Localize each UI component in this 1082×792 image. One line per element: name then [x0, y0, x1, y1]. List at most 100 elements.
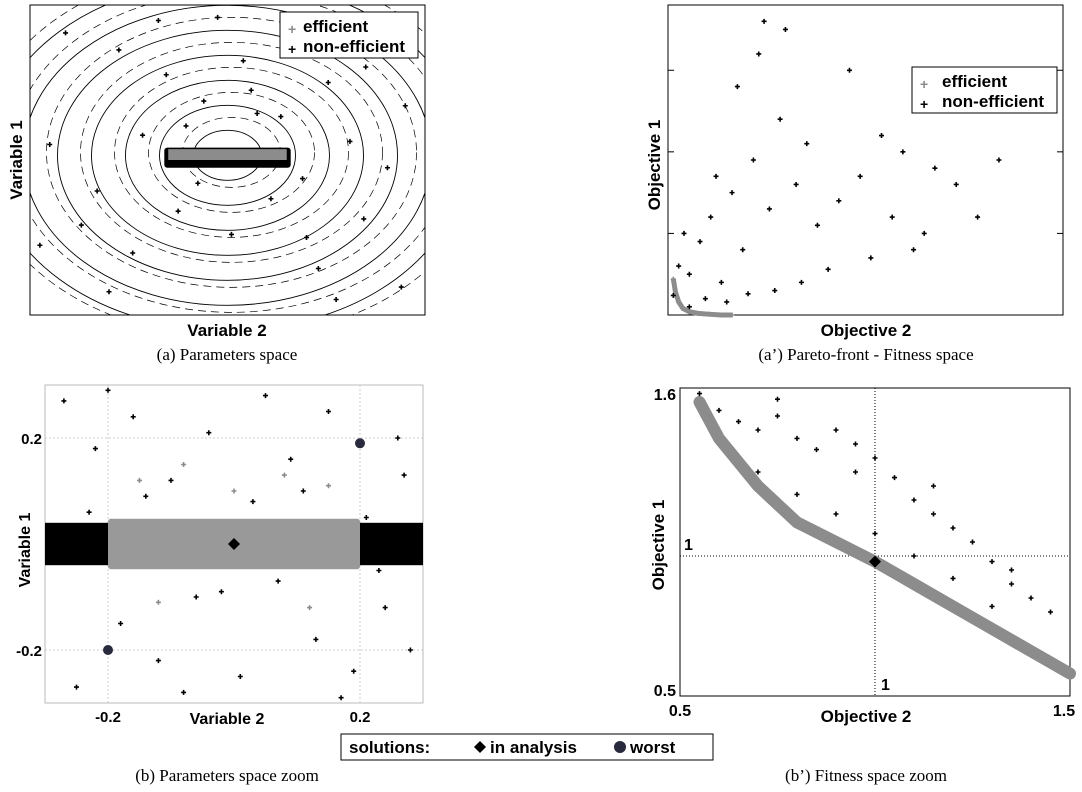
non-efficient-point [300, 488, 306, 494]
contour-ellipse [125, 79, 330, 231]
non-efficient-point [921, 230, 927, 236]
non-efficient-point [931, 483, 936, 489]
non-efficient-point [716, 407, 722, 413]
contour-ellipse-dashed [30, 5, 425, 313]
non-efficient-point [155, 18, 161, 23]
non-efficient-point [702, 296, 708, 302]
non-efficient-point [63, 30, 69, 36]
non-efficient-point [384, 165, 390, 171]
non-efficient-point [215, 14, 221, 20]
non-efficient-point [237, 674, 243, 679]
panel-b2: 0.5 1.6 0.5 1.5 1 1 Objective 1 Objective 2 (… [649, 387, 1076, 785]
shared-legend-box [340, 733, 714, 761]
efficient-point [185, 151, 191, 157]
contour-ellipse-dashed [148, 92, 315, 213]
non-efficient-point [61, 398, 67, 404]
shared-legend-diamond-icon [474, 741, 486, 753]
non-efficient-point [911, 247, 917, 253]
efficient-point [232, 152, 238, 158]
non-efficient-point [825, 266, 831, 272]
contour-ellipse [57, 29, 398, 281]
non-efficient-point [313, 636, 319, 642]
non-efficient-point [181, 689, 187, 695]
panel-a-points [37, 14, 408, 302]
non-efficient-point [78, 222, 84, 228]
efficient-point [217, 151, 223, 157]
worst-marker [355, 438, 365, 449]
non-efficient-point [900, 149, 906, 155]
efficient-point [718, 312, 724, 318]
in-analysis-marker [228, 538, 240, 550]
efficient-point [794, 519, 800, 525]
non-efficient-point [130, 250, 136, 256]
non-efficient-point [989, 603, 995, 609]
shared-legend-worst: worst [629, 738, 676, 757]
efficient-point [280, 151, 286, 157]
non-efficient-point [814, 447, 819, 453]
panel-a-legend-efficient: efficient [303, 17, 369, 36]
non-efficient-point [86, 509, 92, 515]
contour-ellipse [159, 104, 296, 206]
non-efficient-point [996, 157, 1002, 163]
non-efficient-point [686, 271, 692, 277]
efficient-point [231, 488, 237, 494]
non-efficient-point [868, 255, 874, 261]
shared-legend-title: solutions: [349, 738, 430, 757]
non-efficient-point [750, 157, 756, 163]
non-efficient-point [846, 67, 852, 73]
non-efficient-point [325, 80, 331, 85]
non-efficient-point [1048, 609, 1053, 615]
non-efficient-point [338, 695, 344, 701]
non-efficient-point [401, 472, 407, 478]
non-efficient-point [105, 387, 111, 393]
non-efficient-point [1009, 567, 1014, 573]
in-analysis-marker [869, 555, 881, 568]
non-efficient-point [892, 475, 897, 481]
y-tick-label: 0.5 [654, 683, 676, 700]
non-efficient-point [670, 292, 676, 298]
efficient-point [248, 151, 254, 157]
non-efficient-point [407, 647, 413, 653]
non-efficient-point [911, 553, 917, 559]
non-efficient-point [201, 98, 207, 104]
non-efficient-point [278, 114, 284, 120]
non-efficient-point [950, 575, 956, 581]
non-efficient-point [228, 231, 234, 237]
efficient-point [326, 483, 331, 489]
non-efficient-point [718, 279, 724, 285]
non-efficient-point [697, 391, 702, 397]
efficient-point [989, 626, 995, 632]
non-efficient-band-left [45, 522, 108, 566]
efficient-point [697, 399, 702, 405]
panel-b2-caption: (b’) Fitness space zoom [785, 766, 947, 785]
panel-a2-ticks [668, 69, 1063, 234]
non-efficient-point [326, 409, 331, 414]
non-efficient-point [755, 469, 761, 475]
non-efficient-point [740, 247, 746, 253]
efficient-point [833, 539, 839, 545]
panel-a-legend-nonefficient: non-efficient [303, 37, 405, 56]
non-efficient-point [755, 427, 761, 433]
panel-a2-legend-nonefficient-marker: + [920, 96, 928, 112]
non-efficient-point [130, 414, 136, 420]
non-efficient-point [798, 279, 804, 285]
non-efficient-point [775, 413, 780, 419]
non-efficient-point [836, 198, 842, 204]
non-efficient-point [766, 206, 772, 212]
non-efficient-point [382, 605, 388, 611]
panel-a2-legend-box [911, 66, 1058, 114]
panel-b-caption: (b) Parameters space zoom [135, 766, 319, 785]
contour-ellipse [30, 5, 425, 306]
non-efficient-point [395, 435, 401, 441]
panel-a-legend: + efficient + non-efficient [279, 11, 419, 59]
panel-a-legend-efficient-marker: + [288, 21, 296, 37]
panel-a2-legend-efficient: efficient [942, 72, 1008, 91]
non-efficient-point [782, 26, 788, 32]
non-efficient-point [268, 196, 274, 202]
efficient-point [137, 477, 142, 483]
shared-legend-circle-icon [614, 741, 626, 753]
efficient-point [201, 152, 207, 158]
non-efficient-point [989, 559, 995, 565]
worst-marker [103, 645, 113, 655]
panel-a2-points [670, 18, 1002, 318]
